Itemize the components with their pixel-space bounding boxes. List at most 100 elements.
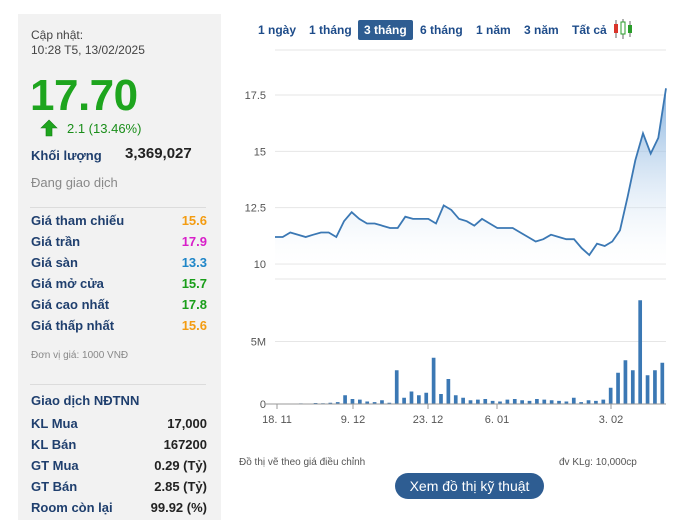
volume-bar bbox=[372, 402, 377, 404]
current-price: 17.70 bbox=[30, 71, 138, 120]
technical-chart-button[interactable]: Xem đồ thị kỹ thuật bbox=[395, 473, 544, 499]
volume-bar bbox=[490, 400, 495, 404]
volume-bar bbox=[394, 370, 399, 404]
tab-3-years[interactable]: 3 năm bbox=[524, 23, 559, 37]
volume-bar bbox=[365, 401, 370, 404]
price-unit-note: Đơn vị giá: 1000 VNĐ bbox=[31, 350, 129, 361]
volume-bar bbox=[424, 392, 429, 404]
volume-bar bbox=[601, 399, 606, 404]
stock-chart: 17.5 15 12.5 10 5M 0 18. 11 9. 12 23. 12 6. 01 3… bbox=[245, 49, 667, 426]
foreign-value: 0.29 (Tỷ) bbox=[154, 458, 207, 473]
volume-bar bbox=[571, 397, 576, 404]
volume-bar bbox=[350, 399, 355, 404]
divider bbox=[30, 384, 206, 385]
foreign-label: Room còn lại bbox=[31, 500, 113, 515]
volume-bar bbox=[417, 395, 421, 404]
volume-bar bbox=[453, 395, 458, 404]
foreign-row: KL Bán 167200 bbox=[31, 435, 207, 455]
volume-bar bbox=[387, 402, 392, 404]
price-label: Giá trần bbox=[31, 234, 81, 249]
price-label: Giá cao nhất bbox=[31, 297, 110, 312]
arrow-up-icon bbox=[40, 119, 58, 137]
period-tabs: 1 ngày 1 tháng 3 tháng 6 tháng 1 năm 3 n… bbox=[252, 18, 652, 40]
volume-bar bbox=[402, 397, 406, 404]
tab-1-year[interactable]: 1 năm bbox=[476, 23, 511, 37]
foreign-label: KL Mua bbox=[31, 416, 78, 431]
stock-summary-panel: Cập nhật: 10:28 T5, 13/02/2025 17.70 2.1… bbox=[18, 14, 221, 520]
volume-row: Khối lượng 3,369,027 bbox=[31, 145, 211, 167]
tab-6-months[interactable]: 6 tháng bbox=[420, 23, 463, 37]
volume-bar bbox=[476, 399, 480, 404]
volume-bar bbox=[660, 362, 665, 404]
price-panel: 17.5 15 12.5 10 bbox=[245, 49, 667, 271]
foreign-row: GT Mua 0.29 (Tỷ) bbox=[31, 456, 207, 476]
price-line bbox=[275, 88, 667, 257]
volume-bar bbox=[623, 360, 628, 404]
volume-bar bbox=[535, 399, 539, 404]
tab-1-day[interactable]: 1 ngày bbox=[258, 23, 297, 37]
chart-adjusted-note: Đồ thị vẽ theo giá điều chỉnh bbox=[239, 457, 366, 468]
foreign-row: KL Mua 17,000 bbox=[31, 414, 207, 434]
volume-bar bbox=[579, 402, 584, 404]
tab-3-months[interactable]: 3 tháng bbox=[358, 20, 413, 40]
volume-bar bbox=[638, 300, 643, 404]
foreign-label: KL Bán bbox=[31, 437, 77, 452]
volume-tick-label: 0 bbox=[260, 399, 266, 411]
volume-bar bbox=[468, 400, 473, 404]
volume-bar bbox=[483, 399, 488, 404]
volume-bar bbox=[446, 379, 451, 404]
volume-bar bbox=[594, 400, 598, 404]
volume-bar bbox=[343, 395, 347, 404]
x-axis: 18. 11 9. 12 23. 12 6. 01 3. 02 bbox=[262, 403, 666, 426]
price-row-reference: Giá tham chiếu 15.6 bbox=[31, 211, 207, 231]
volume-bar bbox=[557, 400, 561, 404]
foreign-label: GT Bán bbox=[31, 479, 78, 494]
volume-bar bbox=[608, 387, 613, 404]
x-tick-label: 9. 12 bbox=[341, 414, 365, 426]
volume-bar bbox=[542, 399, 547, 404]
volume-bar bbox=[527, 400, 532, 404]
volume-bar bbox=[512, 399, 517, 404]
foreign-value: 99.92 (%) bbox=[150, 500, 207, 515]
volume-bar bbox=[520, 400, 524, 404]
foreign-value: 167200 bbox=[163, 437, 207, 452]
price-row-floor: Giá sàn 13.3 bbox=[31, 253, 207, 273]
foreign-value: 2.85 (Tỷ) bbox=[154, 479, 207, 494]
volume-bar bbox=[335, 402, 340, 404]
volume-bar bbox=[328, 402, 333, 404]
price-tick-label: 10 bbox=[254, 259, 266, 271]
tab-1-month[interactable]: 1 tháng bbox=[309, 23, 352, 37]
candlestick-chart-icon[interactable] bbox=[612, 18, 634, 40]
volume-unit-note: đv KLg: 10,000cp bbox=[559, 457, 637, 468]
price-label: Giá mở cửa bbox=[31, 276, 104, 291]
price-row-open: Giá mở cửa 15.7 bbox=[31, 274, 207, 294]
price-value: 15.7 bbox=[181, 276, 207, 291]
price-row-ceiling: Giá trần 17.9 bbox=[31, 232, 207, 252]
volume-bar bbox=[564, 401, 569, 404]
foreign-label: GT Mua bbox=[31, 458, 79, 473]
price-label: Giá thấp nhất bbox=[31, 318, 115, 333]
volume-bar bbox=[357, 399, 362, 404]
foreign-trading-title: Giao dịch NĐTNN bbox=[31, 393, 140, 408]
x-tick-label: 23. 12 bbox=[413, 414, 444, 426]
volume-bar bbox=[630, 370, 635, 404]
divider bbox=[30, 207, 206, 208]
price-value: 15.6 bbox=[181, 213, 207, 228]
price-change-text: 2.1 (13.46%) bbox=[67, 120, 142, 136]
price-label: Giá sàn bbox=[31, 255, 78, 270]
volume-bar bbox=[461, 397, 465, 404]
volume-panel: 5M 0 bbox=[251, 278, 666, 411]
price-tick-label: 15 bbox=[254, 146, 266, 158]
volume-label: Khối lượng bbox=[31, 148, 102, 163]
foreign-row: Room còn lại 99.92 (%) bbox=[31, 498, 207, 518]
volume-bar bbox=[431, 357, 436, 404]
volume-bar bbox=[549, 400, 554, 404]
volume-tick-label: 5M bbox=[251, 337, 266, 349]
price-label: Giá tham chiếu bbox=[31, 213, 125, 228]
tab-all[interactable]: Tất cả bbox=[572, 23, 607, 37]
volume-bar bbox=[380, 400, 384, 404]
price-tick-label: 12.5 bbox=[245, 203, 266, 215]
volume-bar bbox=[409, 391, 414, 404]
price-value: 17.9 bbox=[181, 234, 207, 249]
updated-label: Cập nhật: bbox=[31, 28, 84, 42]
